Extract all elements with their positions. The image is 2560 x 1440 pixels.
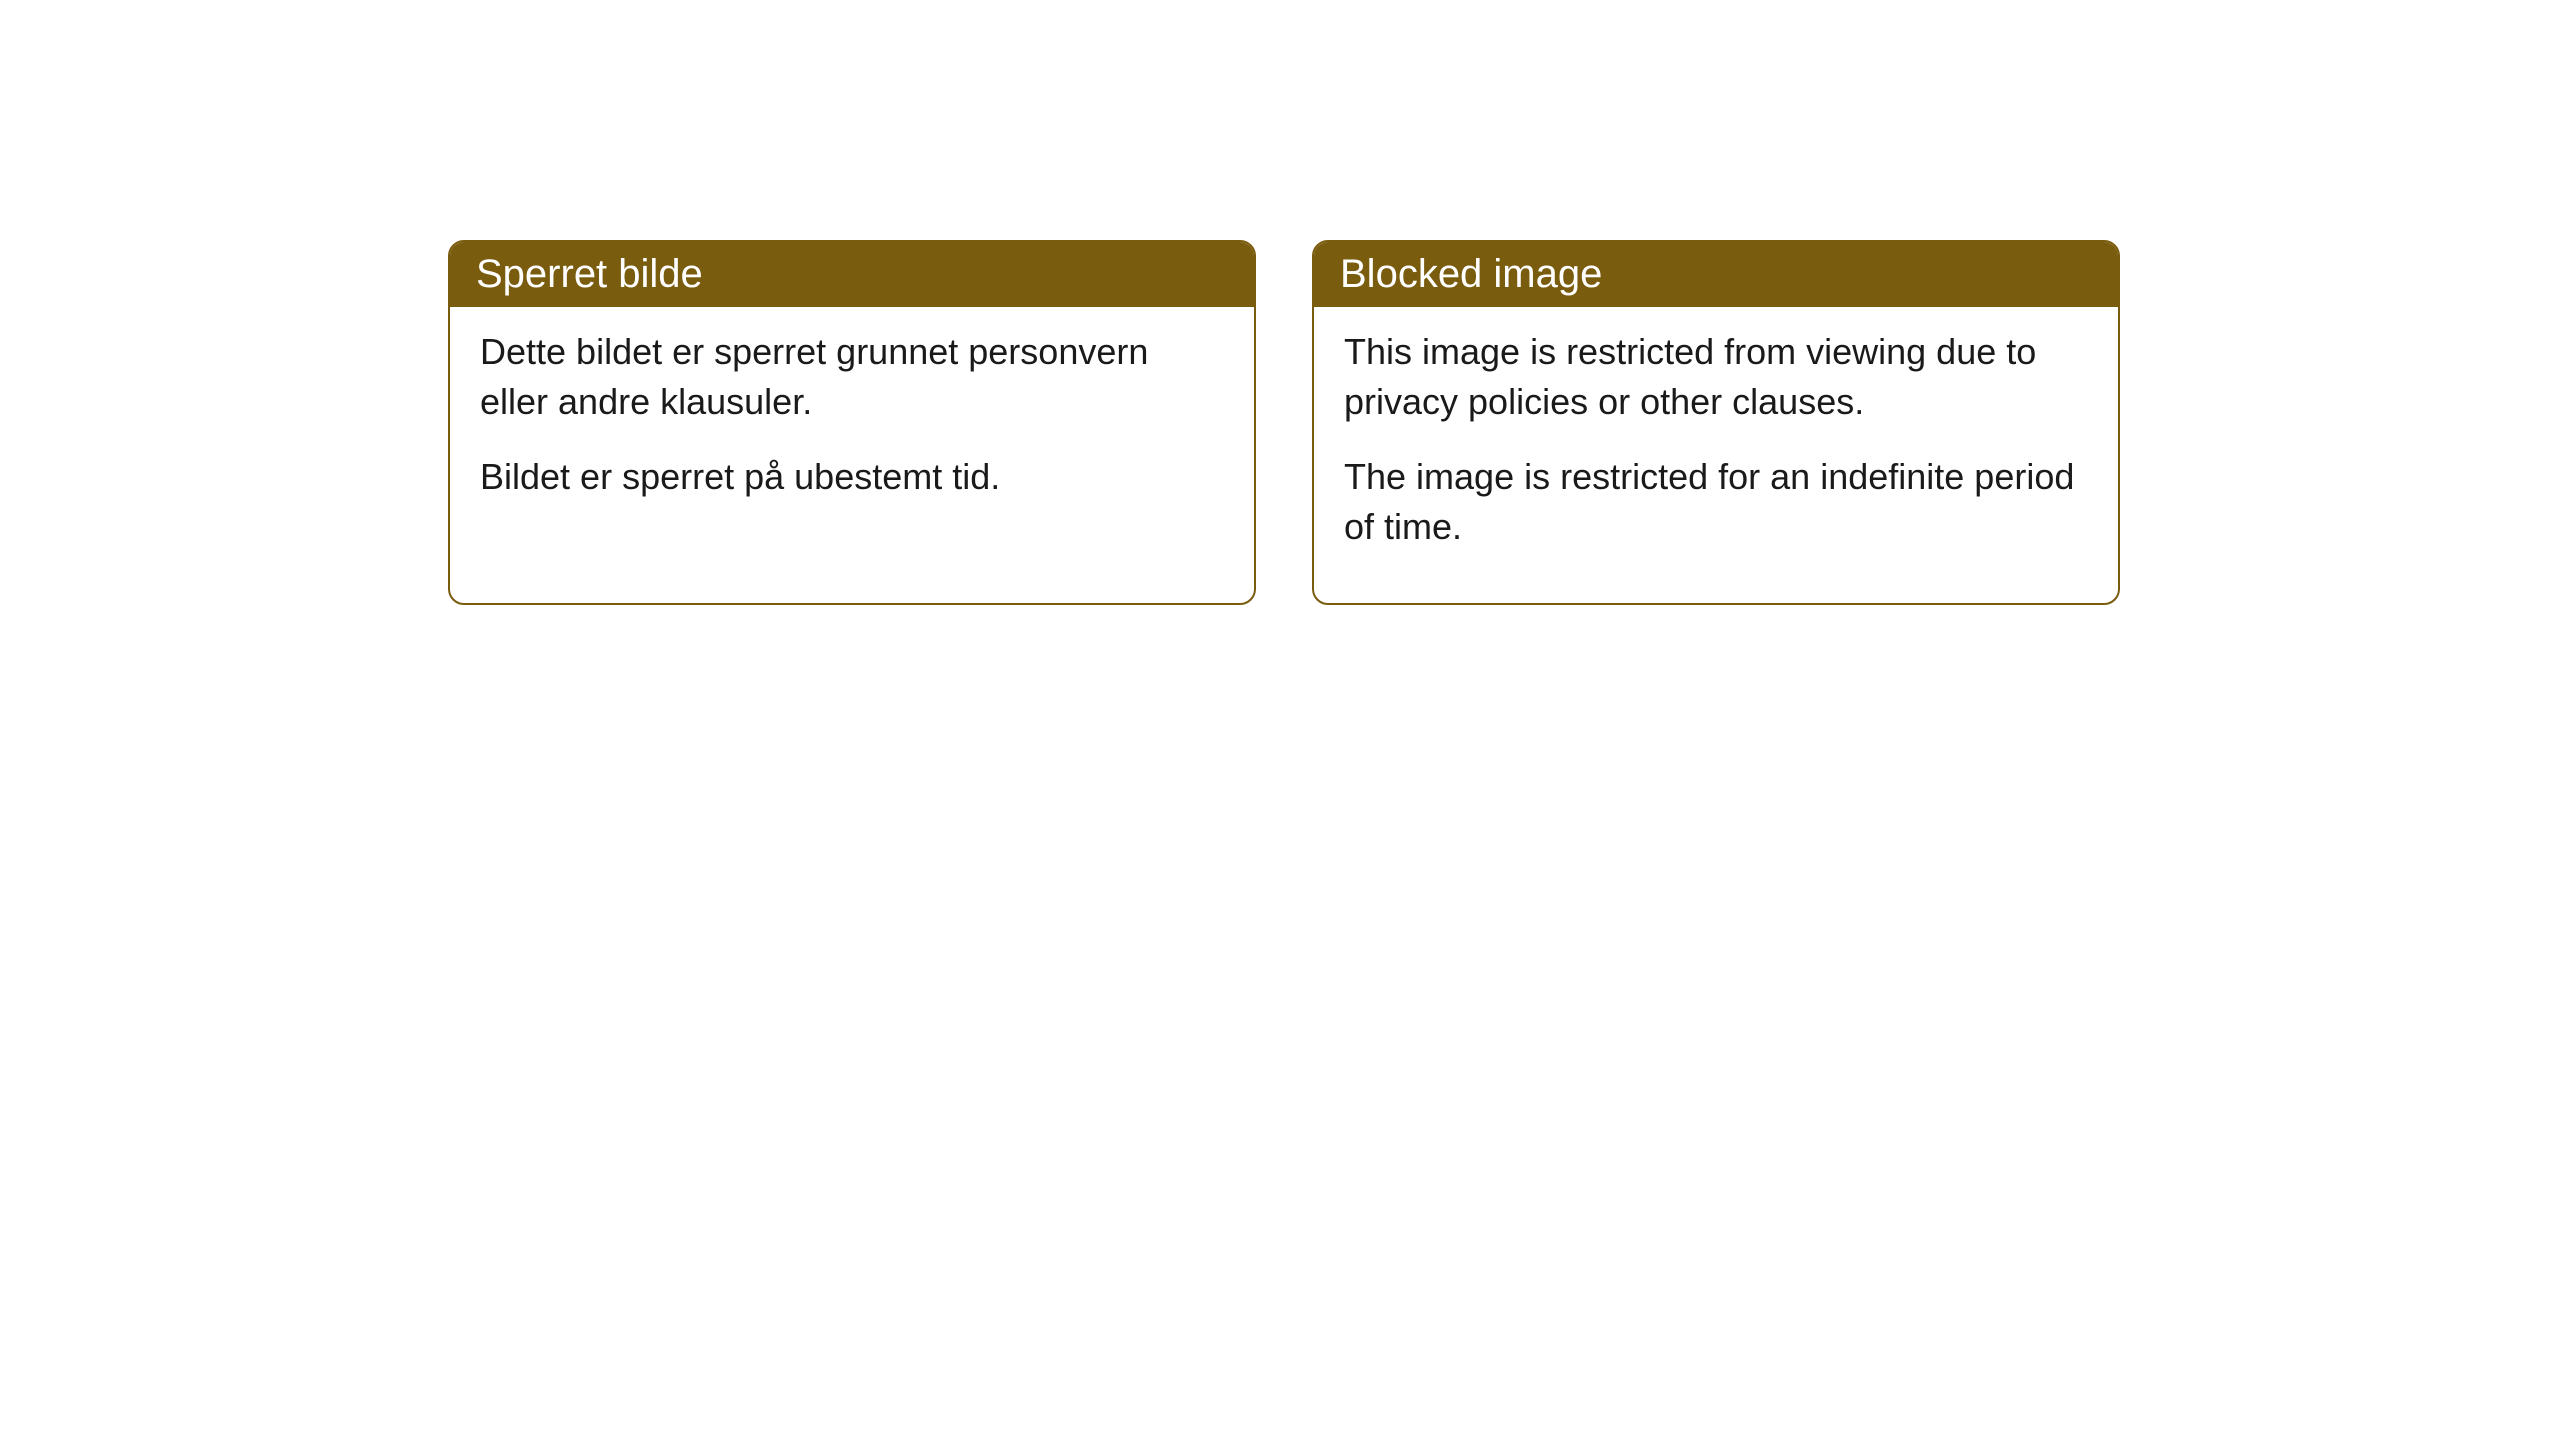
notice-cards-container: Sperret bilde Dette bildet er sperret gr… xyxy=(448,240,2120,605)
card-paragraph: Dette bildet er sperret grunnet personve… xyxy=(480,327,1224,428)
card-header: Sperret bilde xyxy=(450,242,1254,307)
blocked-image-card-english: Blocked image This image is restricted f… xyxy=(1312,240,2120,605)
card-title: Sperret bilde xyxy=(476,252,703,296)
card-paragraph: Bildet er sperret på ubestemt tid. xyxy=(480,452,1224,502)
card-paragraph: The image is restricted for an indefinit… xyxy=(1344,452,2088,553)
card-body: Dette bildet er sperret grunnet personve… xyxy=(450,307,1254,552)
card-body: This image is restricted from viewing du… xyxy=(1314,307,2118,603)
blocked-image-card-norwegian: Sperret bilde Dette bildet er sperret gr… xyxy=(448,240,1256,605)
card-title: Blocked image xyxy=(1340,252,1602,296)
card-header: Blocked image xyxy=(1314,242,2118,307)
card-paragraph: This image is restricted from viewing du… xyxy=(1344,327,2088,428)
